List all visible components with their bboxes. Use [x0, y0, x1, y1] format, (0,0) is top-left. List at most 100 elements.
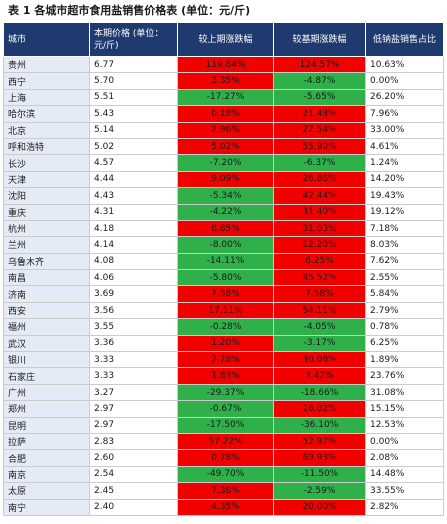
table-row: 西安 3.56 17.11% 54.11% 2.79%: [3, 301, 444, 320]
table-row: 广州 3.27 -29.37% -18.66% 31.08%: [3, 383, 444, 402]
low-sodium-share-cell: 19.43%: [365, 187, 444, 205]
price-cell: 2.97: [89, 416, 178, 434]
mom-change-cell: -4.22%: [177, 203, 274, 221]
low-sodium-share-cell: 31.08%: [365, 383, 444, 402]
city-cell: 太原: [3, 482, 90, 500]
yoy-change-cell: 45.52%: [273, 269, 366, 287]
city-cell: 福州: [3, 318, 90, 336]
city-cell: 济南: [3, 285, 90, 303]
mom-change-cell: -8.00%: [177, 236, 274, 254]
mom-change-cell: 57.22%: [177, 432, 274, 451]
yoy-change-cell: -3.17%: [273, 334, 366, 353]
table-body: 贵州 6.77 119.84% 124.57% 10.63% 西宁 5.70 3.35% -4.…: [3, 55, 444, 516]
mom-change-cell: 7.38%: [177, 482, 274, 500]
table-row: 合肥 2.60 0.78% 69.93% 2.08%: [3, 449, 444, 467]
city-cell: 重庆: [3, 203, 90, 221]
city-cell: 沈阳: [3, 187, 90, 205]
yoy-change-cell: 52.97%: [273, 432, 366, 451]
city-cell: 昆明: [3, 416, 90, 434]
header-low-sodium-share: 低钠盐销售占比: [365, 22, 444, 57]
price-cell: 2.83: [89, 432, 178, 451]
mom-change-cell: -14.11%: [177, 252, 274, 271]
price-cell: 4.06: [89, 269, 178, 287]
low-sodium-share-cell: 2.79%: [365, 301, 444, 320]
city-cell: 南宁: [3, 498, 90, 516]
yoy-change-cell: 3.42%: [273, 367, 366, 385]
yoy-change-cell: 54.11%: [273, 301, 366, 320]
mom-change-cell: -0.28%: [177, 318, 274, 336]
header-price: 本期价格 (单位：元/斤): [89, 22, 178, 57]
low-sodium-share-cell: 1.24%: [365, 154, 444, 172]
header-city: 城市: [3, 22, 90, 57]
city-cell: 广州: [3, 383, 90, 402]
low-sodium-share-cell: 7.18%: [365, 219, 444, 238]
city-cell: 石家庄: [3, 367, 90, 385]
price-cell: 2.97: [89, 400, 178, 418]
table-row: 杭州 4.18 8.85% 31.03% 7.18%: [3, 219, 444, 238]
yoy-change-cell: 69.93%: [273, 449, 366, 467]
yoy-change-cell: 20.00%: [273, 498, 366, 516]
table-row: 南昌 4.06 -5.80% 45.52% 2.55%: [3, 269, 444, 287]
price-cell: 2.45: [89, 482, 178, 500]
table-row: 郑州 2.97 -0.67% 16.02% 15.15%: [3, 400, 444, 418]
mom-change-cell: -17.50%: [177, 416, 274, 434]
city-cell: 杭州: [3, 219, 90, 238]
mom-change-cell: 1.20%: [177, 334, 274, 353]
city-cell: 北京: [3, 121, 90, 139]
yoy-change-cell: -4.87%: [273, 72, 366, 90]
yoy-change-cell: -18.66%: [273, 383, 366, 402]
low-sodium-share-cell: 10.63%: [365, 55, 444, 74]
header-row: 城市 本期价格 (单位：元/斤) 较上期涨跌幅 较基期涨跌幅 低钠盐销售占比: [3, 22, 444, 57]
low-sodium-share-cell: 19.12%: [365, 203, 444, 221]
city-cell: 贵州: [3, 55, 90, 74]
yoy-change-cell: -6.37%: [273, 154, 366, 172]
mom-change-cell: 9.09%: [177, 170, 274, 189]
price-cell: 3.55: [89, 318, 178, 336]
mom-change-cell: 119.84%: [177, 55, 274, 74]
mom-change-cell: 4.35%: [177, 498, 274, 516]
mom-change-cell: -29.37%: [177, 383, 274, 402]
low-sodium-share-cell: 15.15%: [365, 400, 444, 418]
yoy-change-cell: 30.08%: [273, 351, 366, 369]
city-cell: 哈尔滨: [3, 105, 90, 123]
mom-change-cell: 2.78%: [177, 351, 274, 369]
price-table: 城市 本期价格 (单位：元/斤) 较上期涨跌幅 较基期涨跌幅 低钠盐销售占比 贵…: [3, 22, 444, 516]
low-sodium-share-cell: 1.89%: [365, 351, 444, 369]
price-cell: 6.77: [89, 55, 178, 74]
city-cell: 合肥: [3, 449, 90, 467]
price-cell: 4.57: [89, 154, 178, 172]
low-sodium-share-cell: 0.78%: [365, 318, 444, 336]
price-cell: 2.54: [89, 465, 178, 484]
table-row: 南宁 2.40 4.35% 20.00% 2.82%: [3, 498, 444, 516]
city-cell: 呼和浩特: [3, 137, 90, 156]
city-cell: 西宁: [3, 72, 90, 90]
table-row: 长沙 4.57 -7.20% -6.37% 1.24%: [3, 154, 444, 172]
mom-change-cell: 0.18%: [177, 105, 274, 123]
table-row: 福州 3.55 -0.28% -4.05% 0.78%: [3, 318, 444, 336]
table-row: 重庆 4.31 -4.22% 31.40% 19.12%: [3, 203, 444, 221]
yoy-change-cell: 6.25%: [273, 252, 366, 271]
yoy-change-cell: 42.44%: [273, 187, 366, 205]
table-row: 南京 2.54 -49.70% -11.50% 14.48%: [3, 465, 444, 484]
mom-change-cell: 3.35%: [177, 72, 274, 90]
city-cell: 武汉: [3, 334, 90, 353]
mom-change-cell: 2.96%: [177, 121, 274, 139]
yoy-change-cell: -2.59%: [273, 482, 366, 500]
table-row: 济南 3.69 7.58% 7.58% 5.84%: [3, 285, 444, 303]
mom-change-cell: 1.83%: [177, 367, 274, 385]
yoy-change-cell: 31.40%: [273, 203, 366, 221]
price-cell: 5.43: [89, 105, 178, 123]
table-row: 西宁 5.70 3.35% -4.87% 0.00%: [3, 72, 444, 90]
yoy-change-cell: 26.86%: [273, 170, 366, 189]
price-cell: 3.27: [89, 383, 178, 402]
city-cell: 乌鲁木齐: [3, 252, 90, 271]
table-row: 武汉 3.36 1.20% -3.17% 6.25%: [3, 334, 444, 353]
mom-change-cell: -7.20%: [177, 154, 274, 172]
mom-change-cell: -0.67%: [177, 400, 274, 418]
table-row: 沈阳 4.43 -5.34% 42.44% 19.43%: [3, 187, 444, 205]
price-cell: 2.40: [89, 498, 178, 516]
mom-change-cell: -5.80%: [177, 269, 274, 287]
low-sodium-share-cell: 33.55%: [365, 482, 444, 500]
price-cell: 4.14: [89, 236, 178, 254]
low-sodium-share-cell: 2.82%: [365, 498, 444, 516]
